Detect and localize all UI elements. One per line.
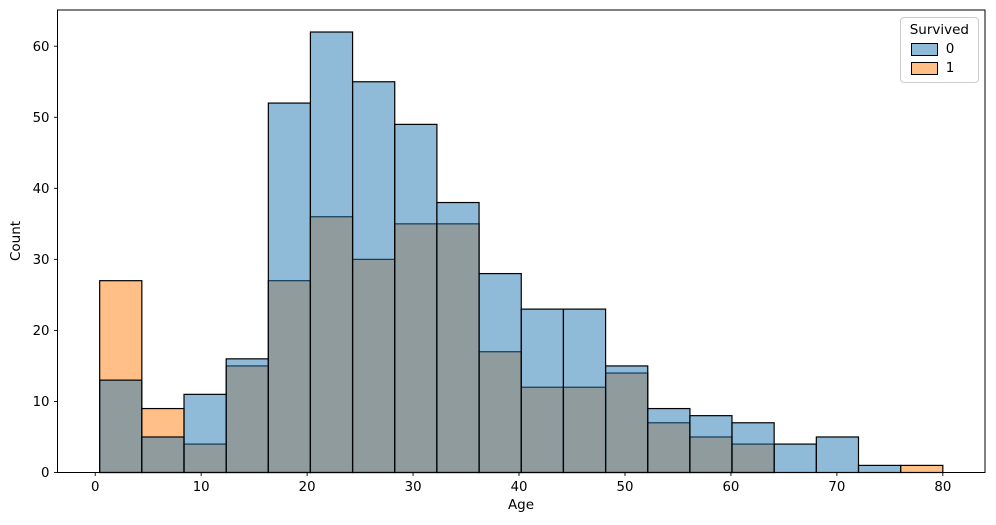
hist-bar — [773, 443, 817, 474]
hist-bar — [857, 464, 902, 474]
hist-bar — [309, 31, 354, 474]
y-tick-label: 10 — [33, 395, 50, 410]
legend-label-survived-0: 0 — [945, 41, 955, 57]
bars-survived-0 — [99, 31, 902, 474]
x-axis: 0 10 20 30 40 50 60 70 80 — [91, 472, 951, 495]
hist-bar — [815, 436, 860, 474]
x-tick-label: 70 — [828, 480, 845, 495]
hist-bar — [604, 365, 649, 474]
hist-bar — [436, 201, 480, 474]
x-tick-label: 80 — [934, 480, 951, 495]
y-tick-label: 0 — [41, 466, 49, 481]
legend: Survived 0 1 — [899, 17, 979, 83]
y-axis: 0 10 20 30 40 50 60 — [33, 40, 58, 481]
legend-entry-survived-0: 0 — [910, 41, 969, 57]
legend-entry-survived-1: 1 — [910, 60, 969, 76]
y-tick-label: 50 — [33, 111, 50, 126]
hist-bar — [267, 102, 311, 474]
y-tick-label: 30 — [33, 253, 50, 268]
hist-bar — [731, 422, 775, 474]
legend-title: Survived — [909, 22, 969, 38]
x-tick-label: 20 — [299, 480, 316, 495]
y-tick-label: 60 — [33, 40, 50, 55]
hist-bar — [647, 407, 691, 474]
hist-bar — [141, 436, 185, 474]
hist-bar — [99, 379, 143, 474]
plot-border — [57, 9, 986, 473]
legend-label-survived-1: 1 — [945, 60, 955, 76]
hist-bar — [520, 308, 565, 474]
hist-bar — [394, 123, 438, 474]
y-axis-label: Count — [8, 220, 24, 262]
y-tick-label: 40 — [33, 182, 50, 197]
x-tick-label: 10 — [193, 480, 210, 495]
legend-swatch-survived-0-icon — [910, 42, 938, 56]
hist-bar — [562, 308, 607, 474]
y-tick-label: 20 — [33, 324, 50, 339]
hist-bar — [351, 81, 396, 474]
x-tick-label: 50 — [617, 480, 634, 495]
x-tick-label: 0 — [91, 480, 99, 495]
x-tick-label: 40 — [511, 480, 528, 495]
hist-bar — [183, 393, 227, 474]
hist-bar — [478, 272, 522, 474]
hist-bar — [689, 415, 733, 474]
x-tick-label: 30 — [405, 480, 422, 495]
x-tick-label: 60 — [722, 480, 739, 495]
x-axis-label: Age — [507, 497, 535, 513]
legend-swatch-survived-1-icon — [910, 61, 938, 75]
hist-bar — [225, 358, 269, 474]
hist-bar — [900, 464, 944, 474]
